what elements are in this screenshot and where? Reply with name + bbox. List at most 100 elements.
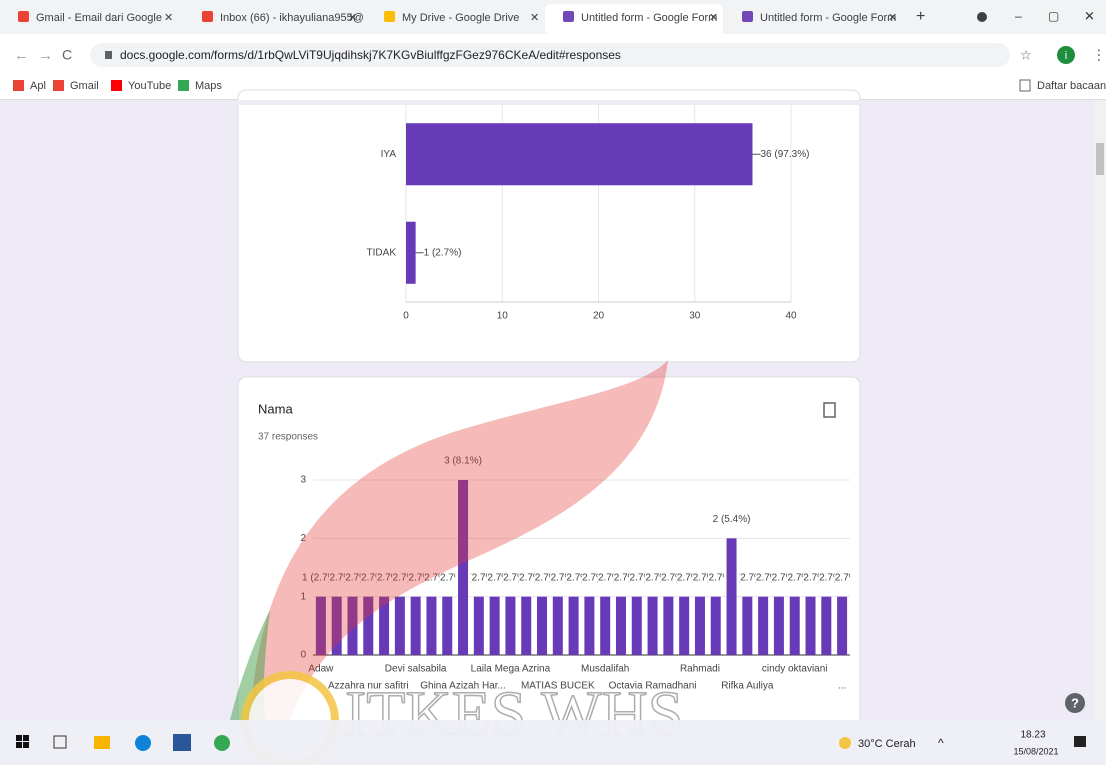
scrollbar-thumb[interactable] [1096, 143, 1104, 175]
back-button[interactable]: ← [14, 47, 29, 64]
bar[interactable] [600, 597, 610, 655]
x-tick-label: 30 [689, 311, 701, 322]
edge[interactable] [135, 735, 151, 751]
bar[interactable] [632, 597, 642, 655]
tab-icon [202, 11, 213, 22]
bar[interactable] [616, 597, 626, 655]
bar[interactable] [758, 597, 768, 655]
bar[interactable] [490, 597, 500, 655]
bar[interactable] [521, 597, 531, 655]
weather-icon [839, 737, 851, 749]
menu-button[interactable]: ⋮ [1092, 47, 1106, 63]
tab-close[interactable]: ✕ [530, 12, 539, 24]
clock-time[interactable]: 18.23 [1020, 730, 1045, 741]
x-tick-label: 40 [785, 311, 797, 322]
x-tick-label: ... [838, 681, 846, 692]
tab-icon [18, 11, 29, 22]
response-count: 37 responses [258, 432, 318, 443]
maximize[interactable]: ▢ [1048, 9, 1059, 23]
bar[interactable] [411, 597, 421, 655]
bar[interactable] [663, 597, 673, 655]
minimize[interactable]: – [1015, 9, 1022, 23]
x-tick-label: Rahmadi [680, 664, 720, 675]
bar[interactable] [742, 597, 752, 655]
bookmark[interactable]: Apl [30, 80, 46, 92]
bar[interactable] [806, 597, 816, 655]
chrome[interactable] [214, 735, 230, 751]
bookmark[interactable]: Gmail [70, 80, 99, 92]
bar[interactable] [821, 597, 831, 655]
reading-list[interactable]: Daftar bacaan [1037, 80, 1106, 92]
clock-date[interactable]: 15/08/2021 [1013, 746, 1058, 756]
help-icon: ? [1071, 695, 1079, 710]
bar[interactable] [774, 597, 784, 655]
url[interactable]: docs.google.com/forms/d/1rbQwLViT9Ujqdih… [120, 48, 621, 62]
tab-icon [384, 11, 395, 22]
bar[interactable] [426, 597, 436, 655]
bar[interactable] [395, 597, 405, 655]
x-tick-label: 0 [403, 311, 409, 322]
y-tick-label: TIDAK [367, 247, 397, 258]
bar[interactable] [695, 597, 705, 655]
tab-icon [742, 11, 753, 22]
content-bg-top [0, 100, 1106, 105]
start-button[interactable] [16, 735, 22, 741]
bar[interactable] [553, 597, 563, 655]
bar[interactable] [837, 597, 847, 655]
bookmark-star[interactable]: ☆ [1020, 47, 1032, 62]
profile-initial: i [1065, 50, 1067, 62]
lock-icon [105, 51, 112, 59]
reload-button[interactable]: C [62, 47, 72, 63]
tab-close[interactable]: ✕ [709, 12, 718, 24]
tab-close[interactable]: ✕ [348, 12, 357, 24]
y-tick-label: IYA [381, 149, 397, 160]
tray-icons[interactable]: ^ [938, 736, 944, 750]
notifications[interactable] [1074, 736, 1086, 747]
bar[interactable] [584, 597, 594, 655]
weather[interactable]: 30°C Cerah [858, 738, 916, 750]
x-tick-label: cindy oktaviani [762, 664, 828, 675]
tab-title[interactable]: Untitled form - Google Form [581, 12, 717, 24]
start-button[interactable] [23, 742, 29, 748]
bookmark-icon [13, 80, 24, 91]
bar[interactable] [406, 222, 416, 284]
extension-icon[interactable] [977, 12, 987, 22]
tab-close[interactable]: ✕ [164, 12, 173, 24]
bar[interactable] [474, 597, 484, 655]
file-explorer[interactable] [94, 736, 110, 749]
scrollbar [1094, 100, 1106, 720]
bar[interactable] [505, 597, 515, 655]
x-tick-label: 20 [593, 311, 605, 322]
close-window[interactable]: ✕ [1084, 8, 1095, 23]
forward-button[interactable]: → [38, 47, 53, 64]
bookmark-icon [53, 80, 64, 91]
start-button[interactable] [16, 742, 22, 748]
bar[interactable] [727, 538, 737, 655]
bookmark[interactable]: YouTube [128, 80, 171, 92]
bar[interactable] [711, 597, 721, 655]
bar[interactable] [406, 123, 753, 185]
x-tick-label: Devi salsabila [385, 664, 447, 675]
value-label: 36 (97.3%) [761, 149, 810, 160]
start-button[interactable] [23, 735, 29, 741]
tab-title[interactable]: My Drive - Google Drive [402, 12, 519, 24]
new-tab[interactable]: + [916, 8, 925, 25]
question-title: Nama [258, 401, 293, 416]
tab-title[interactable]: Gmail - Email dari Google [36, 12, 162, 24]
tab-title[interactable]: Untitled form - Google Form [760, 12, 896, 24]
bar[interactable] [790, 597, 800, 655]
bookmark-icon [111, 80, 122, 91]
bookmark-icon [178, 80, 189, 91]
tab-close[interactable]: ✕ [888, 12, 897, 24]
x-tick-label: Musdalifah [581, 664, 629, 675]
tab-icon [563, 11, 574, 22]
bar[interactable] [569, 597, 579, 655]
word[interactable] [173, 734, 191, 751]
bookmark[interactable]: Maps [195, 80, 222, 92]
bar[interactable] [442, 597, 452, 655]
bar[interactable] [537, 597, 547, 655]
bar[interactable] [679, 597, 689, 655]
bar[interactable] [648, 597, 658, 655]
tab-title[interactable]: Inbox (66) - ikhayuliana955@ [220, 12, 364, 24]
x-tick-label: Laila Mega Azrina [471, 664, 551, 675]
